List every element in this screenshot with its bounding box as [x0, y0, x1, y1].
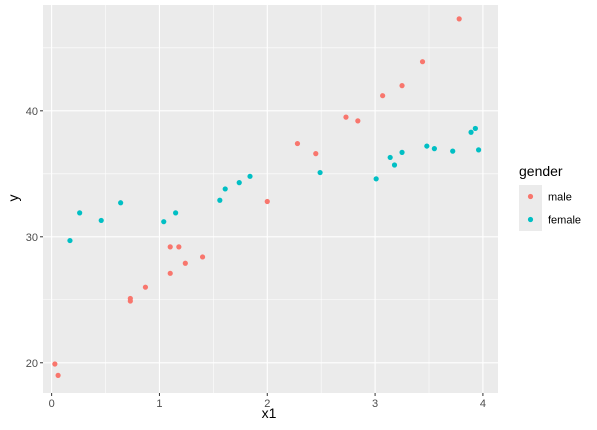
- data-point-male: [399, 83, 405, 89]
- data-point-female: [173, 210, 179, 216]
- data-point-male: [127, 298, 133, 304]
- data-points: [52, 16, 482, 378]
- data-point-male: [343, 114, 349, 120]
- data-point-male: [52, 361, 58, 367]
- data-point-male: [55, 372, 61, 378]
- data-point-male: [167, 244, 173, 250]
- data-point-female: [399, 149, 405, 155]
- x-tick-label: 2: [264, 398, 270, 410]
- data-point-female: [98, 217, 104, 224]
- data-point-female: [67, 237, 73, 244]
- data-point-female: [450, 148, 456, 154]
- legend: gender male female: [519, 163, 581, 231]
- data-point-male: [199, 254, 206, 260]
- y-tick-label: 30: [26, 232, 38, 244]
- data-point-male: [313, 151, 319, 157]
- data-point-female: [247, 173, 253, 179]
- data-point-female: [236, 180, 242, 186]
- x-tick-label: 3: [372, 398, 378, 410]
- data-point-female: [222, 186, 228, 192]
- x-tick-label: 0: [49, 398, 55, 410]
- x-axis-ticks: 0 1 2 3 4: [49, 393, 486, 410]
- y-axis-title: y: [5, 195, 21, 202]
- y-tick-label: 40: [26, 106, 38, 118]
- data-point-female: [472, 125, 478, 132]
- x-tick-label: 1: [156, 398, 162, 410]
- major-gridlines: [43, 5, 498, 393]
- data-point-male: [380, 93, 386, 99]
- legend-label-male: male: [548, 192, 572, 204]
- data-point-male: [355, 118, 361, 124]
- y-tick-label: 20: [26, 358, 38, 370]
- plot-panel: [43, 5, 498, 393]
- data-point-female: [424, 143, 430, 149]
- data-point-female: [475, 147, 482, 153]
- data-point-male: [264, 198, 270, 205]
- data-point-female: [118, 200, 124, 206]
- data-point-male: [142, 284, 149, 290]
- data-point-female: [161, 219, 167, 225]
- x-tick-label: 4: [480, 398, 486, 410]
- data-point-male: [456, 16, 462, 22]
- data-point-female: [431, 146, 437, 152]
- data-point-male: [419, 59, 426, 65]
- legend-label-female: female: [548, 215, 581, 227]
- data-point-female: [387, 154, 393, 161]
- x-axis-title: x1: [262, 405, 277, 421]
- data-point-female: [468, 129, 474, 135]
- data-point-male: [167, 270, 173, 276]
- legend-marker-female: [527, 216, 534, 223]
- y-axis-ticks: 20 30 40: [26, 106, 43, 370]
- data-point-male: [294, 140, 301, 147]
- minor-gridlines: [43, 5, 498, 393]
- legend-title: gender: [519, 163, 563, 179]
- data-point-female: [391, 162, 398, 168]
- data-point-male: [176, 244, 182, 250]
- data-point-female: [317, 169, 323, 176]
- legend-marker-male: [527, 193, 534, 200]
- data-point-male: [182, 260, 188, 266]
- data-point-female: [77, 210, 83, 216]
- data-point-female: [217, 197, 223, 203]
- data-point-female: [373, 176, 379, 182]
